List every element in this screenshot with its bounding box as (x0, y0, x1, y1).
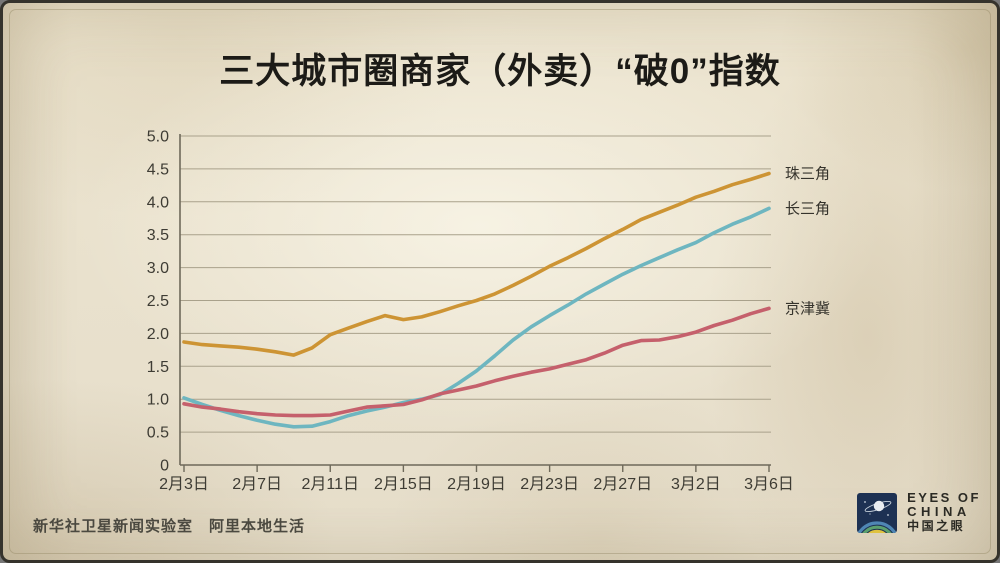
series-label-京津冀: 京津冀 (785, 300, 830, 317)
series-label-珠三角: 珠三角 (785, 166, 830, 183)
y-tick-label: 3.5 (147, 227, 169, 244)
x-tick-label: 3月2日 (671, 476, 721, 493)
logo-wordmark: EYES OF CHINA 中国之眼 (907, 491, 981, 534)
x-tick-label: 2月27日 (593, 476, 652, 493)
eyes-of-china-logo: EYES OF CHINA 中国之眼 (857, 491, 981, 534)
y-tick-label: 4.0 (147, 194, 169, 211)
y-axis-labels: 0 0.5 1.0 1.5 2.0 2.5 3.0 3.5 4.0 4.5 5.0 (147, 129, 169, 475)
x-tick-label: 2月19日 (447, 476, 506, 493)
logo-line1: EYES OF (907, 490, 981, 505)
series-line-京津冀 (182, 306, 771, 418)
y-tick-label: 2.0 (147, 326, 169, 343)
y-tick-label: 2.5 (147, 293, 169, 310)
y-tick-label: 1.5 (147, 359, 169, 376)
y-tick-label: 1.0 (147, 392, 169, 409)
satellite-icon (857, 492, 898, 533)
logo-line3: 中国之眼 (907, 519, 966, 533)
x-tick-label: 2月3日 (159, 476, 209, 493)
x-tick-label: 2月23日 (520, 476, 579, 493)
y-tick-label: 3.0 (147, 260, 169, 277)
x-tick-label: 2月15日 (374, 476, 433, 493)
x-tick-label: 2月7日 (232, 476, 282, 493)
line-chart: 0 0.5 1.0 1.5 2.0 2.5 3.0 3.5 4.0 4.5 5.0 2月3日 2月7日… (147, 129, 830, 494)
series-lines (182, 171, 771, 429)
y-tick-label: 5.0 (147, 129, 169, 146)
logo-line2: CHINA (907, 504, 971, 519)
x-tick-label: 2月11日 (301, 476, 359, 493)
y-tick-label: 4.5 (147, 161, 169, 178)
chart-title: 三大城市圈商家（外卖）“破0”指数 (219, 52, 781, 91)
x-axis-labels: 2月3日 2月7日 2月11日 2月15日 2月19日 2月23日 2月27日 3月2日 3月6… (159, 476, 794, 493)
y-tick-label: 0 (160, 458, 169, 475)
series-label-长三角: 长三角 (785, 200, 830, 217)
series-line-珠三角 (182, 171, 771, 357)
gridlines (180, 135, 771, 466)
credit-text: 新华社卫星新闻实验室 阿里本地生活 (33, 518, 306, 535)
series-line-长三角 (182, 206, 771, 429)
y-tick-label: 0.5 (147, 425, 169, 442)
x-tick-label: 3月6日 (744, 476, 794, 493)
axes (179, 134, 770, 472)
